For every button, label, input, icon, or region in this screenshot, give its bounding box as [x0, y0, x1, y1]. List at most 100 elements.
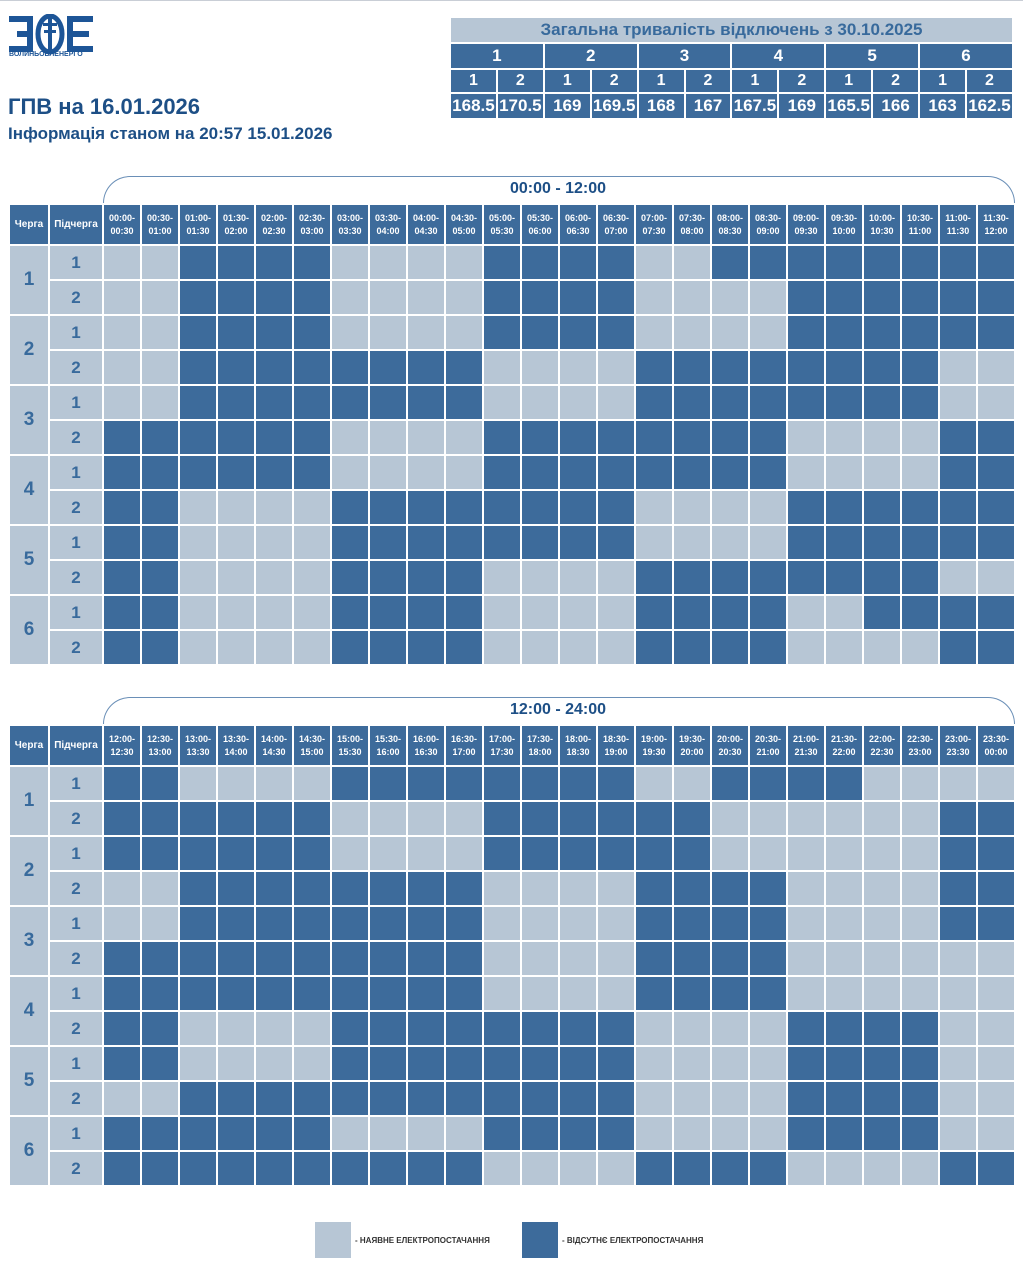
cell-power-on — [634, 489, 674, 526]
cell-power-on — [178, 559, 218, 596]
cell-power-on — [786, 419, 826, 456]
legend-label-power-off: - ВІДСУТНЄ ЕЛЕКТРОПОСТАЧАННЯ — [562, 1236, 704, 1245]
time-slot-start: 06:00- — [564, 212, 591, 223]
cell-power-off — [748, 765, 788, 802]
time-slot-start: 11:00- — [945, 212, 971, 223]
cell-power-on — [102, 384, 142, 421]
cell-power-on — [330, 1115, 370, 1152]
cell-power-off — [406, 940, 446, 977]
cell-power-off — [292, 870, 332, 907]
cell-power-off — [216, 384, 256, 421]
page-subtitle: Інформація станом на 20:57 15.01.2026 — [8, 124, 333, 143]
cell-power-on — [596, 559, 636, 596]
cell-power-off — [748, 419, 788, 456]
cell-power-on — [900, 835, 940, 872]
cell-power-off — [482, 314, 522, 351]
summary-subqueue-number: 2 — [777, 68, 827, 94]
cell-power-off — [444, 1010, 484, 1047]
time-slot-end: 21:30 — [794, 746, 818, 757]
cell-power-off — [292, 314, 332, 351]
cell-power-on — [938, 349, 978, 386]
cell-power-off — [596, 419, 636, 456]
time-slot-end: 11:30 — [946, 225, 970, 236]
cell-power-off — [292, 1150, 332, 1187]
cell-power-off — [634, 905, 674, 942]
cell-power-on — [368, 279, 408, 316]
cell-power-off — [976, 629, 1016, 666]
cell-power-off — [216, 800, 256, 837]
cell-power-off — [216, 835, 256, 872]
subqueue-number: 1 — [48, 524, 104, 561]
time-slot-end: 21:00 — [756, 746, 780, 757]
cell-power-off — [368, 559, 408, 596]
cell-power-off — [862, 1080, 902, 1117]
cell-power-on — [710, 489, 750, 526]
cell-power-on — [406, 800, 446, 837]
cell-power-on — [824, 800, 864, 837]
summary-duration-value: 165.5 — [824, 92, 874, 120]
cell-power-off — [102, 765, 142, 802]
time-slot-start: 13:30- — [222, 733, 249, 744]
cell-power-off — [102, 975, 142, 1012]
cell-power-off — [900, 349, 940, 386]
cell-power-on — [444, 419, 484, 456]
cell-power-off — [406, 594, 446, 631]
cell-power-on — [444, 279, 484, 316]
cell-power-on — [634, 314, 674, 351]
queue-number: 1 — [8, 765, 50, 837]
cell-power-off — [710, 870, 750, 907]
cell-power-on — [558, 349, 598, 386]
cell-power-off — [672, 905, 712, 942]
cell-power-off — [254, 349, 294, 386]
cell-power-off — [520, 800, 560, 837]
cell-power-off — [178, 975, 218, 1012]
cell-power-off — [672, 454, 712, 491]
cell-power-off — [900, 1045, 940, 1082]
time-slot-header: 05:30- 06:00 — [520, 203, 560, 246]
cell-power-on — [862, 975, 902, 1012]
cell-power-off — [140, 800, 180, 837]
cell-power-off — [900, 524, 940, 561]
time-slot-header: 00:30- 01:00 — [140, 203, 180, 246]
cell-power-on — [292, 524, 332, 561]
summary-queue-number: 4 — [730, 42, 827, 70]
cell-power-on — [520, 559, 560, 596]
cell-power-on — [406, 454, 446, 491]
cell-power-on — [672, 765, 712, 802]
cell-power-on — [254, 524, 294, 561]
cell-power-on — [938, 1045, 978, 1082]
cell-power-off — [748, 870, 788, 907]
subqueue-number: 1 — [48, 905, 104, 942]
cell-power-off — [292, 1080, 332, 1117]
cell-power-on — [482, 905, 522, 942]
cell-power-off — [330, 1045, 370, 1082]
cell-power-off — [634, 800, 674, 837]
time-slot-start: 08:30- — [754, 212, 781, 223]
cell-power-on — [178, 489, 218, 526]
cell-power-on — [216, 1010, 256, 1047]
cell-power-on — [406, 279, 446, 316]
time-slot-header: 15:30- 16:00 — [368, 724, 408, 767]
time-slot-start: 23:30- — [982, 733, 1009, 744]
cell-power-off — [368, 870, 408, 907]
cell-power-on — [672, 1080, 712, 1117]
cell-power-off — [938, 1150, 978, 1187]
cell-power-off — [938, 524, 978, 561]
cell-power-on — [292, 594, 332, 631]
cell-power-on — [558, 905, 598, 942]
cell-power-off — [330, 1150, 370, 1187]
cell-power-off — [216, 1150, 256, 1187]
time-slot-header: 12:00- 12:30 — [102, 724, 142, 767]
cell-power-off — [216, 975, 256, 1012]
time-slot-end: 08:00 — [680, 225, 704, 236]
schedule-row: 2 — [9, 279, 1016, 316]
summary-duration-value: 169.5 — [589, 92, 639, 120]
time-slot-start: 01:30- — [222, 212, 249, 223]
cell-power-off — [748, 629, 788, 666]
cell-power-off — [140, 419, 180, 456]
cell-power-off — [216, 870, 256, 907]
cell-power-off — [938, 835, 978, 872]
